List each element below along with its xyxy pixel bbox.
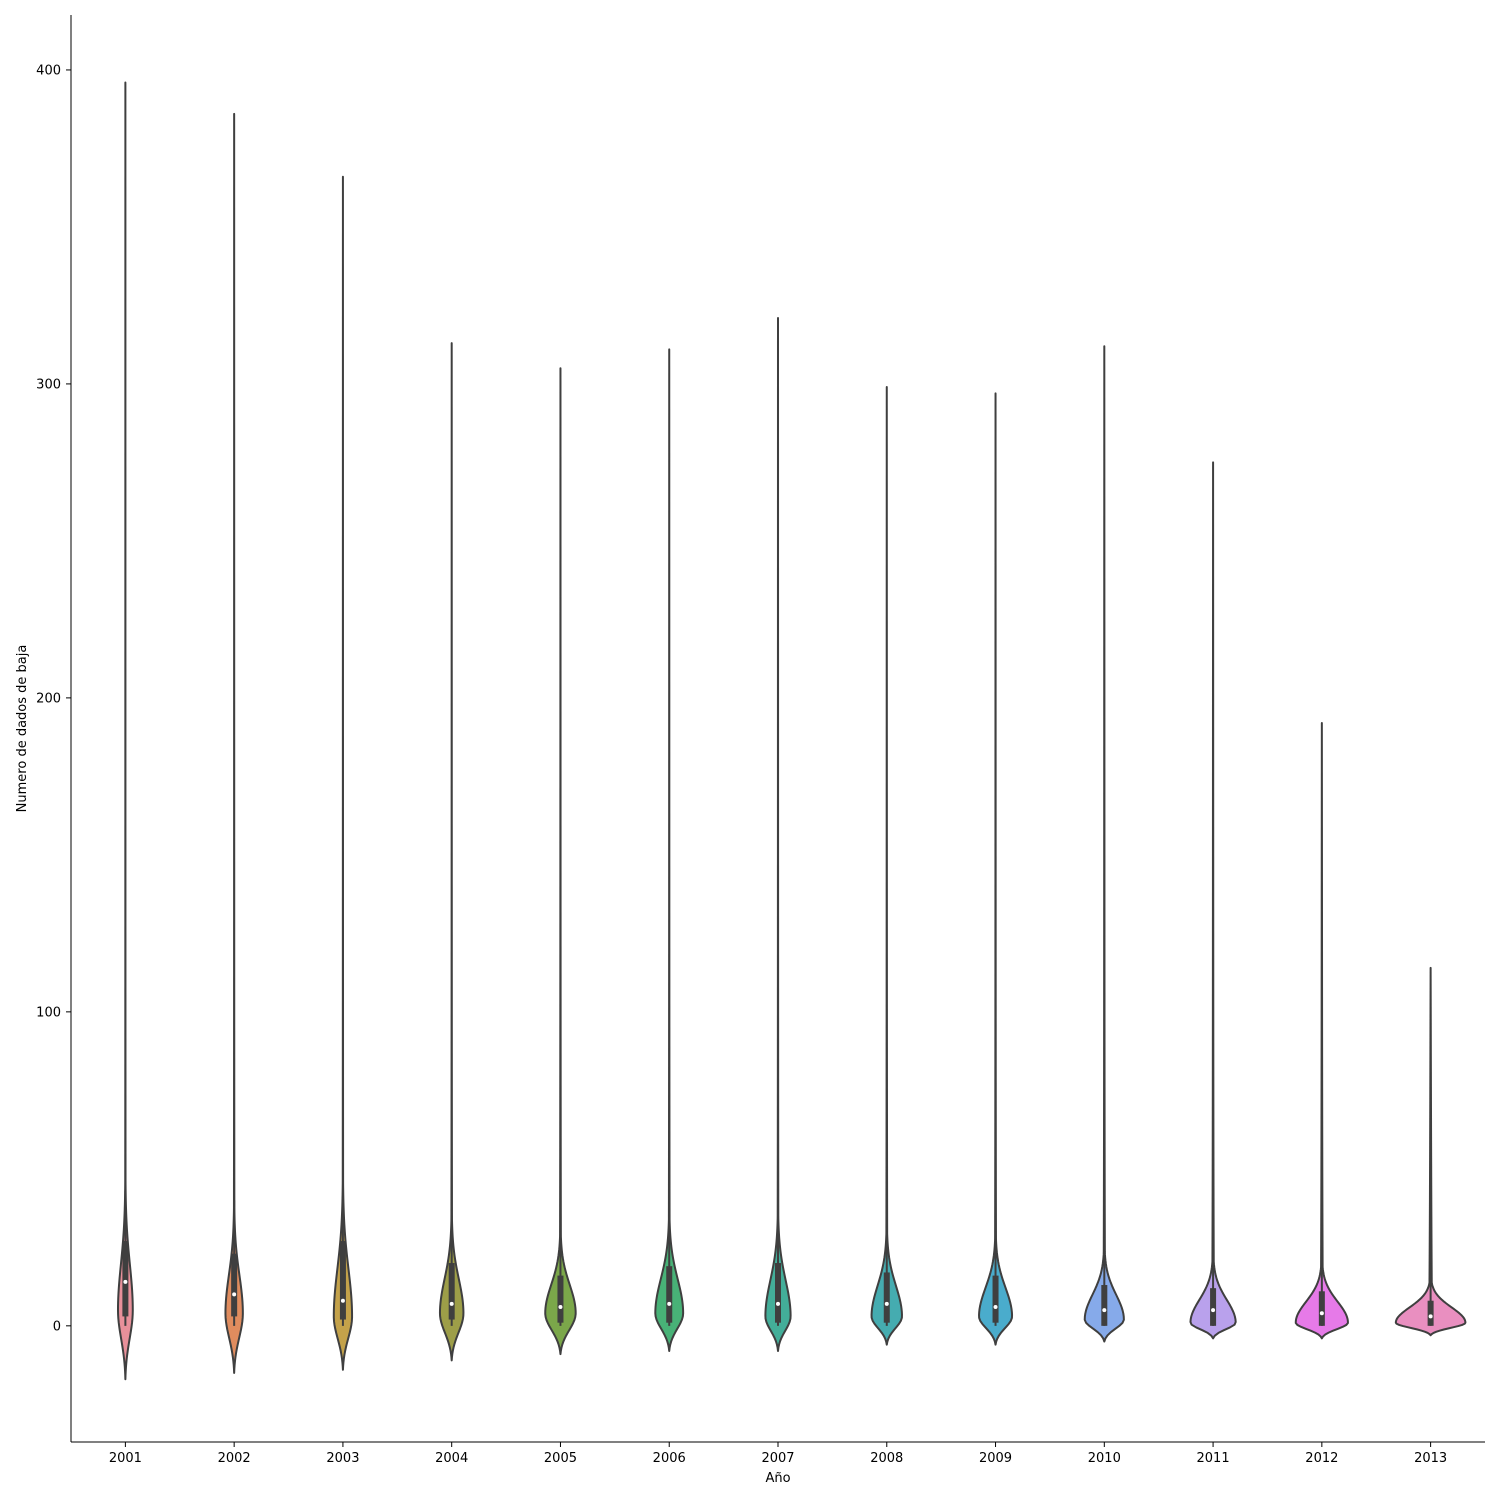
violin-iqr-2001 xyxy=(122,1241,129,1317)
violin-2008 xyxy=(870,386,903,1346)
violin-iqr-2013 xyxy=(1427,1300,1434,1326)
violin-2013 xyxy=(1394,966,1467,1337)
violin-iqr-2011 xyxy=(1210,1288,1217,1326)
violin-2004 xyxy=(438,342,465,1362)
violin-2005 xyxy=(544,367,577,1356)
violin-iqr-2003 xyxy=(339,1241,346,1320)
violin-median-2009 xyxy=(993,1304,998,1309)
x-axis-title: Año xyxy=(765,1471,790,1486)
violin-2011 xyxy=(1189,461,1237,1340)
violin-2003 xyxy=(332,175,354,1371)
violin-iqr-2004 xyxy=(448,1263,455,1320)
x-tick-label: 2011 xyxy=(1197,1451,1230,1466)
x-tick-label: 2005 xyxy=(544,1451,577,1466)
violin-iqr-2002 xyxy=(231,1253,238,1317)
violin-median-2003 xyxy=(340,1298,345,1303)
violin-median-2006 xyxy=(667,1301,672,1306)
violin-median-2001 xyxy=(123,1279,128,1284)
x-tick-label: 2007 xyxy=(761,1451,794,1466)
y-tick-label: 300 xyxy=(36,377,61,392)
x-tick-label: 2012 xyxy=(1305,1451,1338,1466)
violin-2006 xyxy=(654,348,685,1352)
violin-iqr-2010 xyxy=(1101,1285,1108,1326)
x-tick-label: 2001 xyxy=(109,1451,142,1466)
x-tick-label: 2013 xyxy=(1414,1451,1447,1466)
violin-iqr-2009 xyxy=(992,1275,999,1323)
x-tick-label: 2004 xyxy=(435,1451,468,1466)
violin-median-2012 xyxy=(1319,1311,1324,1316)
violin-median-2010 xyxy=(1102,1308,1107,1313)
violin-iqr-2008 xyxy=(883,1272,890,1323)
y-axis-title: Numero de dados de baja xyxy=(15,645,30,813)
violin-median-2008 xyxy=(884,1301,889,1306)
violin-iqr-2006 xyxy=(666,1266,673,1323)
y-tick-label: 400 xyxy=(36,63,61,78)
violin-iqr-2005 xyxy=(557,1275,564,1323)
x-tick-label: 2009 xyxy=(979,1451,1012,1466)
violin-median-2013 xyxy=(1428,1314,1433,1319)
y-tick-label: 200 xyxy=(36,691,61,706)
violin-iqr-2012 xyxy=(1318,1291,1325,1326)
violin-median-2007 xyxy=(776,1301,780,1306)
x-tick-label: 2002 xyxy=(218,1451,251,1466)
violin-2012 xyxy=(1294,722,1349,1340)
x-tick-label: 2003 xyxy=(326,1451,359,1466)
violins-layer xyxy=(116,81,1467,1381)
violin-median-2011 xyxy=(1211,1308,1216,1313)
x-ticks: 2001 2002 2003 2004 2005 2006 2007 2008 2009 2010… xyxy=(109,1442,1447,1466)
violin-2002 xyxy=(224,112,244,1374)
y-ticks: 0 100 200 300 400 xyxy=(36,63,71,1334)
violin-2009 xyxy=(978,392,1014,1346)
violin-2001 xyxy=(116,81,134,1381)
x-tick-label: 2010 xyxy=(1088,1451,1121,1466)
x-tick-label: 2008 xyxy=(870,1451,903,1466)
violin-2007 xyxy=(764,316,792,1352)
violin-2010 xyxy=(1083,345,1125,1343)
x-tick-label: 2006 xyxy=(653,1451,686,1466)
y-tick-label: 0 xyxy=(53,1319,61,1334)
y-tick-label: 100 xyxy=(36,1005,61,1020)
violin-median-2005 xyxy=(558,1304,563,1309)
violin-iqr-2007 xyxy=(775,1263,781,1323)
violin-median-2002 xyxy=(232,1292,237,1297)
violin-median-2004 xyxy=(449,1301,454,1306)
